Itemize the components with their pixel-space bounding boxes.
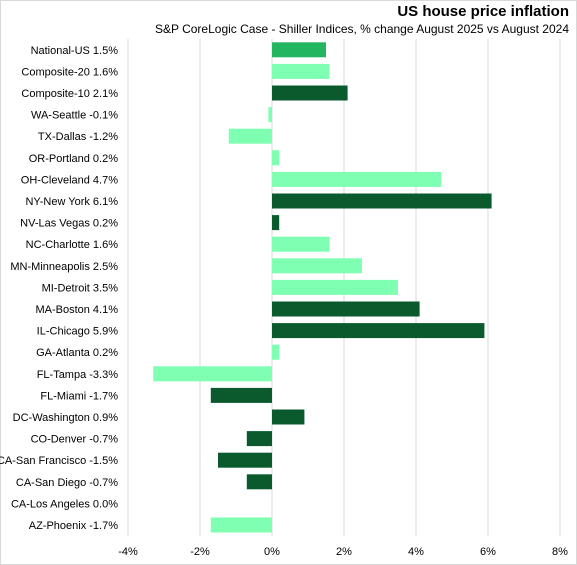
category-label: CA-San Diego -0.7% <box>16 477 118 489</box>
chart-subtitle: S&P CoreLogic Case - Shiller Indices, % … <box>154 22 569 36</box>
bar <box>272 301 420 317</box>
category-label: TX-Dallas -1.2% <box>38 131 118 143</box>
category-label: CA-San Francisco -1.5% <box>0 455 118 467</box>
category-label: CO-Denver -0.7% <box>31 434 119 446</box>
category-label: AZ-Phoenix -1.7% <box>29 520 118 532</box>
category-label: National-US 1.5% <box>31 45 119 57</box>
chart-title: US house price inflation <box>397 3 569 20</box>
category-label: OH-Cleveland 4.7% <box>21 174 118 186</box>
bar <box>272 279 398 295</box>
bar <box>272 344 280 360</box>
category-label: NY-New York 6.1% <box>25 196 118 208</box>
category-label: FL-Tampa -3.3% <box>37 369 119 381</box>
bar <box>272 171 442 187</box>
x-tick-label: 8% <box>552 546 568 558</box>
x-tick-label: 2% <box>336 546 352 558</box>
x-tick-label: 0% <box>264 546 280 558</box>
category-label: NC-Charlotte 1.6% <box>26 239 119 251</box>
bar <box>268 107 272 123</box>
category-label: OR-Portland 0.2% <box>29 153 118 165</box>
bar <box>272 193 492 209</box>
bar <box>210 517 272 533</box>
category-label: WA-Seattle -0.1% <box>31 110 118 122</box>
category-label: CA-Los Angeles 0.0% <box>11 498 118 510</box>
x-tick-label: 4% <box>408 546 424 558</box>
bar <box>272 85 348 101</box>
category-label: IL-Chicago 5.9% <box>37 326 119 338</box>
bar <box>272 63 330 79</box>
x-tick-label: 6% <box>480 546 496 558</box>
category-label: Composite-20 1.6% <box>21 66 118 78</box>
bar <box>218 452 272 468</box>
bar <box>210 387 272 403</box>
category-label: MA-Boston 4.1% <box>35 304 118 316</box>
bar <box>272 258 362 274</box>
bar <box>272 42 326 58</box>
bar <box>272 409 305 425</box>
category-label: MN-Minneapolis 2.5% <box>10 261 118 273</box>
bar <box>272 150 280 166</box>
category-label: Composite-10 2.1% <box>21 88 118 100</box>
x-tick-label: -2% <box>190 546 210 558</box>
category-label: FL-Miami -1.7% <box>40 390 118 402</box>
bar <box>272 215 280 231</box>
category-label: NV-Las Vegas 0.2% <box>20 218 118 230</box>
bar <box>153 366 272 382</box>
bar <box>272 323 485 339</box>
category-label: GA-Atlanta 0.2% <box>36 347 118 359</box>
category-label: MI-Detroit 3.5% <box>42 282 119 294</box>
category-label: DC-Washington 0.9% <box>13 412 119 424</box>
bar <box>228 128 272 144</box>
bar <box>246 474 272 490</box>
x-tick-label: -4% <box>118 546 138 558</box>
bar <box>246 431 272 447</box>
bar <box>272 236 330 252</box>
